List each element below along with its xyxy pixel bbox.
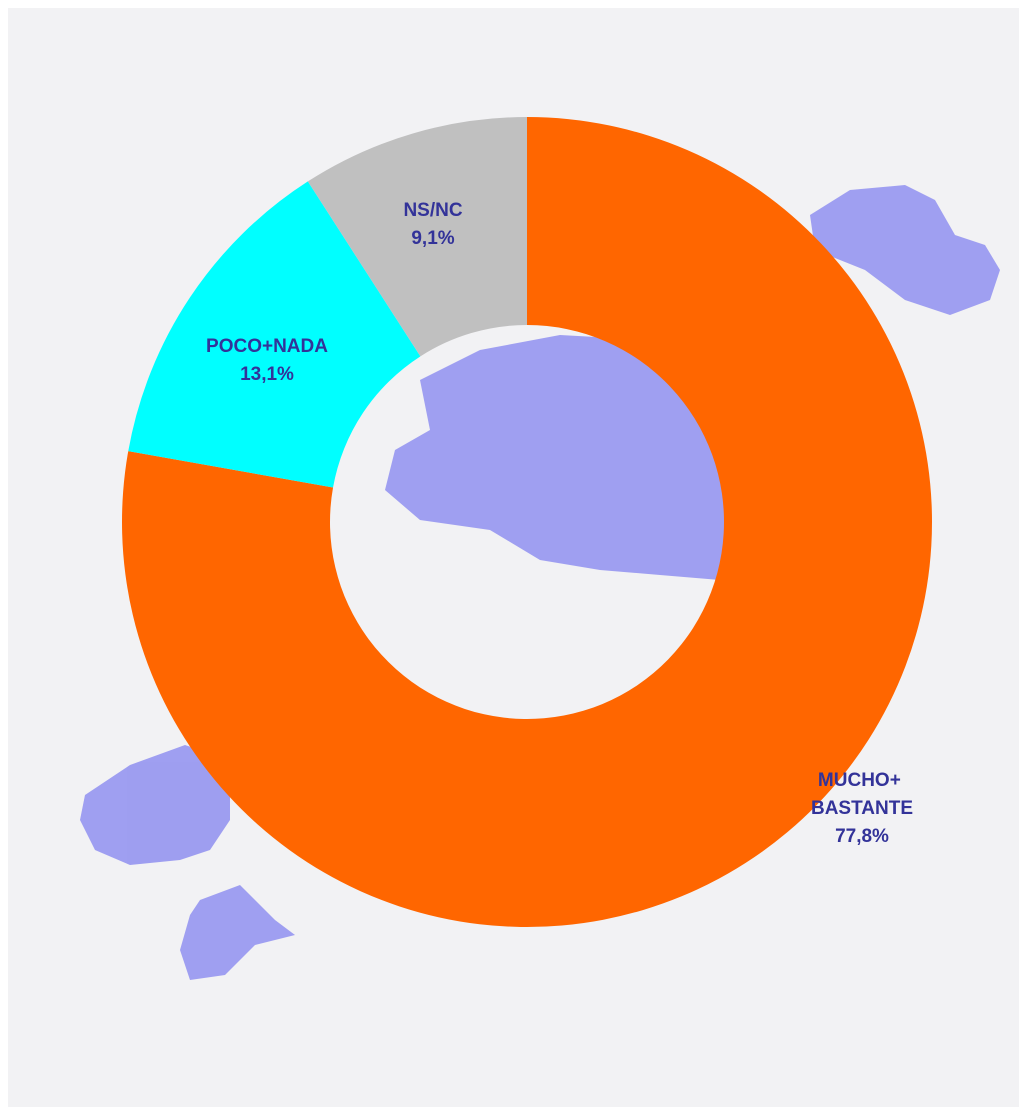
slice-label: POCO+NADA <box>206 336 328 357</box>
slice-label-line: MUCHO+ <box>818 770 906 791</box>
slice-label: MUCHO+ BASTANTE <box>811 770 913 819</box>
slice-label: NS/NC <box>403 200 462 221</box>
value-label: 77,8% <box>835 826 889 847</box>
donut-slice <box>307 117 527 357</box>
donut-slice <box>128 181 421 488</box>
donut <box>122 117 933 927</box>
value-label: 13,1% <box>240 364 294 385</box>
slice-label-line: POCO+NADA <box>206 336 328 357</box>
slice-label-line: BASTANTE <box>811 798 913 819</box>
value-label: 9,1% <box>411 228 454 249</box>
donut-slice <box>122 117 933 927</box>
background-map <box>80 185 1000 980</box>
slice-label-line: NS/NC <box>403 200 462 221</box>
labels: MUCHO+ BASTANTE 77,8% POCO+NADA 13,1% NS/NC 9… <box>206 200 913 847</box>
